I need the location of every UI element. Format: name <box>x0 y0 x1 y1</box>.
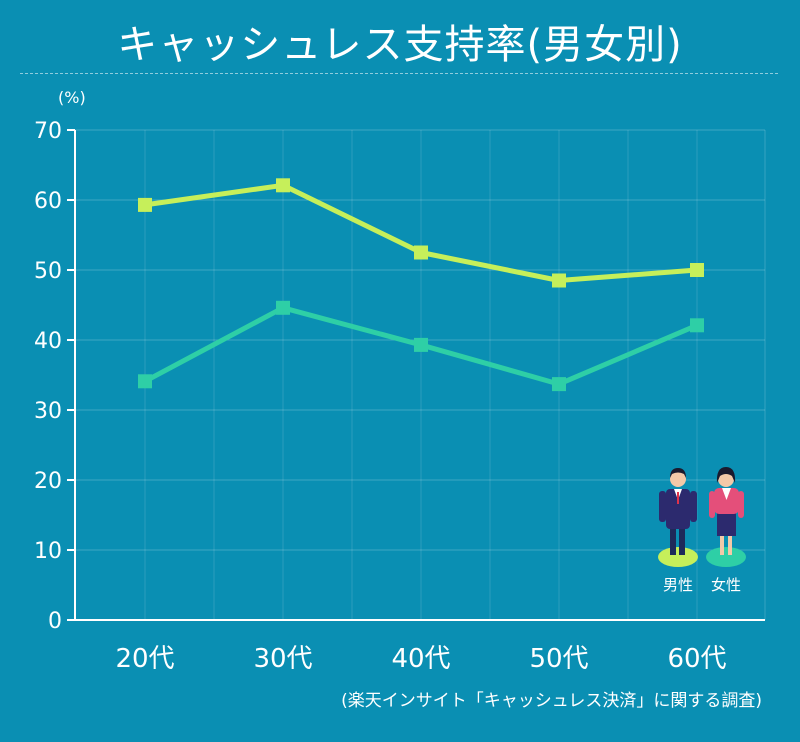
y-tick-label: 70 <box>34 119 62 144</box>
data-point-female <box>414 337 428 352</box>
data-point-female <box>690 318 704 333</box>
y-tick-label: 20 <box>34 469 62 494</box>
y-tick-label: 30 <box>34 399 62 424</box>
x-tick-label: 40代 <box>391 644 450 674</box>
y-tick-label: 50 <box>34 259 62 284</box>
data-point-male <box>690 263 704 277</box>
legend-label-male: 男性 <box>663 576 693 594</box>
x-tick-label: 30代 <box>253 644 312 674</box>
y-axis-unit: (%) <box>58 88 86 107</box>
source-note: (楽天インサイト「キャッシュレス決済」に関する調査) <box>341 691 762 711</box>
data-point-male <box>414 245 428 260</box>
title-divider <box>20 73 778 74</box>
legend: 男性 女性 <box>658 467 746 594</box>
data-point-female <box>552 377 566 392</box>
man-figure-icon <box>658 468 698 567</box>
data-point-male <box>552 273 566 288</box>
x-tick-label: 20代 <box>115 644 174 674</box>
data-point-male <box>138 197 152 212</box>
data-point-female <box>138 374 152 389</box>
y-tick-label: 10 <box>34 539 62 564</box>
legend-label-female: 女性 <box>711 576 741 594</box>
x-tick-labels: 20代 30代 40代 50代 60代 <box>115 644 726 674</box>
y-tick-label: 60 <box>34 189 62 214</box>
axes <box>67 129 765 621</box>
x-tick-label: 60代 <box>667 644 726 674</box>
woman-figure-icon <box>706 467 746 567</box>
y-tick-label: 40 <box>34 329 62 354</box>
data-point-male <box>276 178 290 193</box>
gridlines <box>75 129 766 620</box>
x-tick-label: 50代 <box>529 644 588 674</box>
data-point-female <box>276 300 290 315</box>
series-lines <box>138 178 704 392</box>
chart-title: キャッシュレス支持率(男女別) <box>117 22 683 68</box>
y-tick-label: 0 <box>48 609 62 634</box>
y-tick-labels: 0 10 20 30 40 50 60 70 <box>34 119 62 634</box>
